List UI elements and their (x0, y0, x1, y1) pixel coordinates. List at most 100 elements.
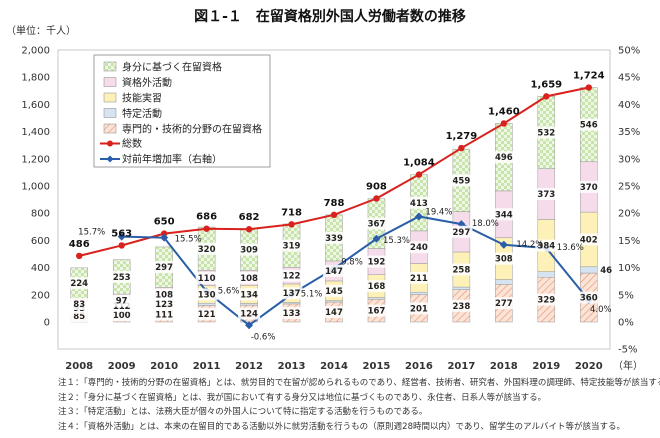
growth-value-label: 15.5% (175, 235, 202, 245)
legend-swatch (103, 92, 117, 103)
segment-label-bg (323, 284, 345, 297)
segment-value-label: 167 (368, 307, 386, 317)
segment-label-bg (492, 252, 515, 265)
segment-label-bg (492, 208, 515, 221)
total-value-label: 486 (69, 239, 90, 250)
total-point (76, 252, 83, 260)
segment-label-bg (153, 308, 176, 321)
x-tick-label: 2012 (235, 361, 263, 372)
segment-value-label: 134 (240, 290, 258, 300)
segment-label-bg (577, 118, 600, 131)
x-tick-label: 2010 (150, 361, 178, 372)
growth-point (117, 232, 126, 241)
x-tick-label: 2016 (405, 361, 433, 372)
segment-label-bg (195, 307, 218, 320)
segment-value-label: 145 (325, 287, 343, 297)
legend-total-marker (107, 140, 113, 147)
y2-tick-label: 35% (618, 127, 640, 138)
legend-swatch (103, 123, 117, 134)
total-point (330, 211, 338, 219)
segment-label-bg (110, 294, 133, 307)
y2-tick-label: 15% (618, 236, 640, 247)
total-value-label: 1,659 (530, 79, 562, 90)
segment-value-label: 130 (198, 290, 216, 300)
segment-label-bg (110, 309, 133, 322)
legend-entry: 総数 (122, 137, 142, 150)
total-point (160, 230, 168, 237)
bar-segment (537, 271, 556, 278)
segment-value-label: 112 (113, 302, 131, 312)
total-point (203, 225, 210, 232)
segment-value-label: 224 (70, 279, 88, 289)
segment-label-bg (450, 263, 473, 276)
segment-value-label: 360 (580, 294, 598, 304)
segment-value-label: 46 (600, 266, 612, 276)
total-point (543, 93, 550, 100)
growth-value-label: 9.8% (341, 258, 363, 268)
segment-value-label: 496 (495, 153, 513, 163)
legend-entry: 資格外活動 (122, 76, 172, 89)
segment-value-label: 546 (580, 121, 598, 131)
legend-box (93, 54, 271, 168)
growth-value-label: 4.0% (590, 305, 612, 315)
legend-entry: 対前年増加率（右軸） (122, 153, 222, 166)
y-tick-label: 1,600 (21, 100, 50, 111)
growth-point (414, 212, 423, 221)
total-point (373, 195, 380, 202)
segment-value-label: 384 (537, 242, 555, 252)
total-value-label: 1,084 (403, 158, 435, 169)
segment-value-label: 402 (580, 235, 598, 245)
bar-segment (495, 279, 513, 285)
segment-value-label: 344 (495, 210, 513, 220)
segment-value-label: 329 (537, 296, 555, 306)
segment-value-label: 370 (580, 183, 598, 193)
segment-label-bg (577, 233, 600, 246)
legend-entry: 特定活動 (122, 107, 162, 120)
segment-value-label: 192 (368, 258, 386, 268)
chart-title: 図１-１ 在留資格別外国人労働者数の推移 (194, 9, 466, 25)
segment-value-label: 339 (325, 234, 343, 244)
segment-value-label: 122 (283, 272, 301, 282)
y-tick-label: 0 (44, 318, 50, 329)
total-value-label: 563 (111, 228, 132, 239)
x-tick-label: 2009 (108, 361, 136, 372)
segment-value-label: 201 (410, 304, 428, 314)
growth-line (121, 215, 590, 327)
segment-label-bg (365, 217, 388, 230)
segment-value-label: 319 (283, 242, 301, 252)
total-value-label: 908 (366, 182, 387, 193)
segment-label-bg (577, 291, 600, 304)
footnote-2: 注２：「身分に基づく在留資格」とは、我が国において有する身分又は地位に基づくもの… (58, 392, 547, 403)
footnote-3: 注３：「特定活動」とは、法務大臣が個々の外国人について特に指定する活動を行うもの… (58, 407, 428, 417)
segment-label-bg (195, 288, 218, 301)
total-point (585, 84, 592, 91)
segment-label-bg (238, 243, 261, 256)
segment-value-label: 240 (410, 243, 428, 253)
segment-label-bg (280, 269, 303, 282)
x-tick-label: 2017 (447, 361, 475, 372)
segment-label-bg (238, 288, 261, 301)
growth-value-label: 14.2% (516, 240, 543, 250)
y-tick-label: 1,000 (21, 182, 50, 193)
segment-value-label: 320 (198, 245, 216, 255)
total-point (245, 226, 253, 233)
segment-value-label: 459 (453, 176, 471, 186)
legend-entry: 専門的・技術的分野の在留資格 (122, 123, 262, 136)
segment-label-bg (238, 307, 261, 320)
y2-tick-label: 30% (618, 154, 640, 165)
segment-value-label: 168 (368, 282, 386, 292)
y-tick-label: 200 (31, 290, 50, 301)
segment-value-label: 413 (410, 199, 428, 209)
segment-value-label: 373 (537, 190, 555, 200)
bar-segment (410, 291, 428, 295)
y2-tick-label: 45% (618, 73, 640, 84)
segment-label-bg (450, 225, 473, 238)
segment-label-bg (535, 188, 558, 201)
y-tick-label: 400 (31, 263, 50, 274)
total-point (288, 221, 295, 228)
growth-value-label: 15.7% (78, 228, 105, 238)
plot-frame (57, 49, 611, 350)
segment-label-bg (110, 270, 133, 283)
segment-value-label: 367 (368, 220, 386, 230)
